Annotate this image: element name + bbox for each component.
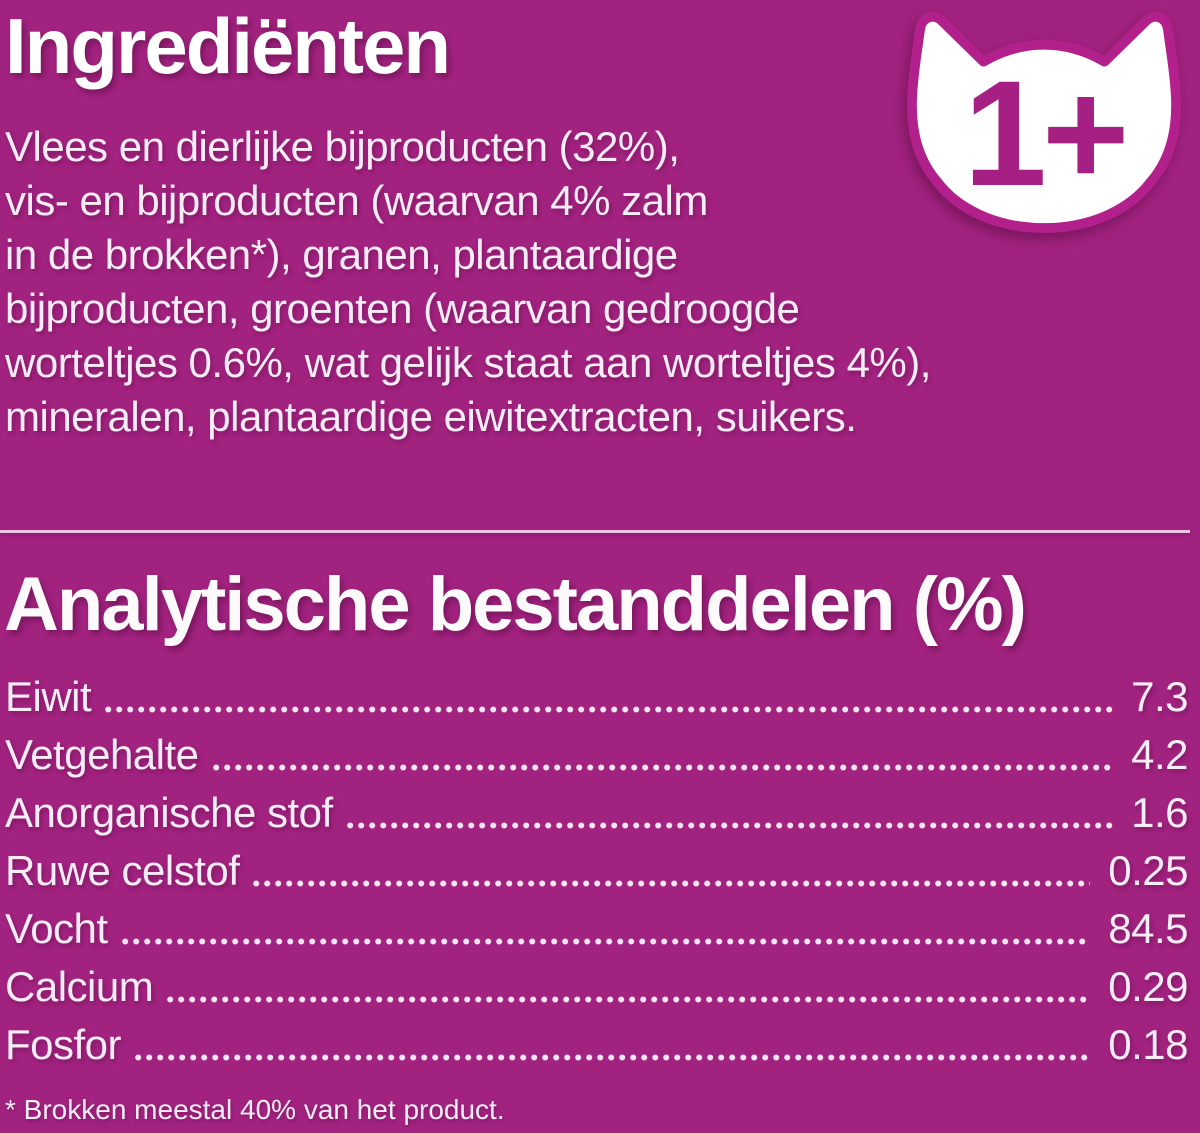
row-label: Fosfor [5, 1021, 122, 1068]
table-row: Ruwe celstof 0.25 [5, 837, 1188, 895]
row-value: 1.6 [1131, 789, 1188, 836]
dot-leader [167, 996, 1091, 1003]
dot-leader [121, 938, 1091, 945]
ingredients-line: vis- en bijproducten (waarvan 4% zalm [5, 177, 708, 224]
row-label: Eiwit [5, 673, 92, 720]
ingredients-line: Vlees en dierlijke bijproducten (32%), [5, 123, 680, 170]
row-value: 0.18 [1108, 1021, 1188, 1068]
row-value: 0.29 [1108, 963, 1188, 1010]
row-label: Calcium [5, 963, 154, 1010]
row-value: 84.5 [1108, 905, 1188, 952]
age-badge-label: 1+ [963, 49, 1129, 217]
dot-leader [105, 706, 1114, 713]
section-divider [0, 530, 1190, 533]
ingredients-line: mineralen, plantaardige eiwitextracten, … [5, 393, 857, 440]
row-value: 7.3 [1131, 673, 1188, 720]
dot-leader [135, 1054, 1091, 1061]
table-row: Eiwit 7.3 [5, 663, 1188, 721]
ingredients-line: in de brokken*), granen, plantaardige [5, 231, 678, 278]
ingredients-line: bijproducten, groenten (waarvan gedroogd… [5, 285, 800, 332]
ingredients-text: Vlees en dierlijke bijproducten (32%), v… [5, 120, 1200, 444]
analytical-table: Eiwit 7.3 Vetgehalte 4.2 Anorganische st… [5, 663, 1188, 1069]
footnote: * Brokken meestal 40% van het product. [5, 1094, 505, 1125]
cat-age-badge: 1+ [903, 8, 1185, 238]
table-row: Fosfor 0.18 [5, 1011, 1188, 1069]
dot-leader [253, 880, 1091, 887]
ingredients-title: Ingrediënten [5, 2, 451, 90]
row-label: Ruwe celstof [5, 847, 240, 894]
cat-head-icon [906, 11, 1182, 234]
row-value: 0.25 [1108, 847, 1188, 894]
row-label: Vetgehalte [5, 731, 199, 778]
row-label: Anorganische stof [5, 789, 333, 836]
table-row: Calcium 0.29 [5, 953, 1188, 1011]
table-row: Vocht 84.5 [5, 895, 1188, 953]
table-row: Vetgehalte 4.2 [5, 721, 1188, 779]
dot-leader [346, 822, 1114, 829]
table-row: Anorganische stof 1.6 [5, 779, 1188, 837]
row-label: Vocht [5, 905, 108, 952]
row-value: 4.2 [1131, 731, 1188, 778]
dot-leader [212, 764, 1114, 771]
analytical-title: Analytische bestanddelen (%) [4, 562, 1027, 647]
ingredients-line: worteltjes 0.6%, wat gelijk staat aan wo… [5, 339, 931, 386]
